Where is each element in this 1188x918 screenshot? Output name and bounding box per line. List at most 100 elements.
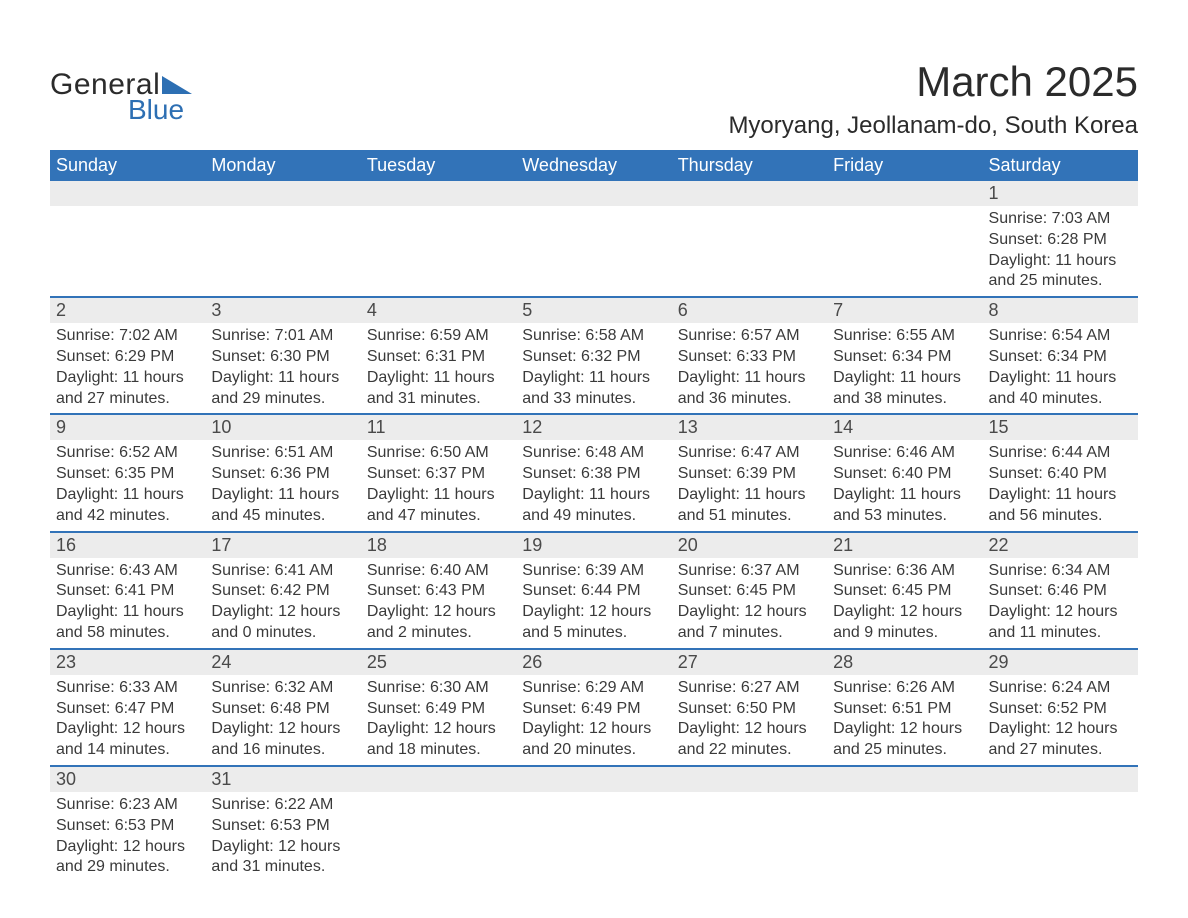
day-cell: Sunrise: 6:34 AMSunset: 6:46 PMDaylight:… bbox=[983, 558, 1138, 649]
sunrise-text: Sunrise: 6:58 AM bbox=[522, 326, 665, 347]
header: General Blue March 2025 Myoryang, Jeolla… bbox=[50, 58, 1138, 140]
day-number bbox=[672, 181, 827, 206]
sunrise-text: Sunrise: 7:03 AM bbox=[989, 209, 1132, 230]
daylight-text: Daylight: 11 hours bbox=[989, 251, 1132, 272]
daylight-text: Daylight: 12 hours bbox=[678, 719, 821, 740]
day-cell bbox=[983, 792, 1138, 882]
sunset-text: Sunset: 6:44 PM bbox=[522, 581, 665, 602]
sunset-text: Sunset: 6:29 PM bbox=[56, 347, 199, 368]
day-cell: Sunrise: 6:57 AMSunset: 6:33 PMDaylight:… bbox=[672, 323, 827, 414]
day-number: 11 bbox=[361, 414, 516, 440]
daynum-row: 9101112131415 bbox=[50, 414, 1138, 440]
day-cell: Sunrise: 7:03 AMSunset: 6:28 PMDaylight:… bbox=[983, 206, 1138, 297]
sunrise-text: Sunrise: 6:30 AM bbox=[367, 678, 510, 699]
daynum-row: 2345678 bbox=[50, 297, 1138, 323]
day-number: 25 bbox=[361, 649, 516, 675]
daylight-text: Daylight: 12 hours bbox=[833, 719, 976, 740]
sunset-text: Sunset: 6:40 PM bbox=[833, 464, 976, 485]
day-cell: Sunrise: 6:22 AMSunset: 6:53 PMDaylight:… bbox=[205, 792, 360, 882]
day-number bbox=[516, 766, 671, 792]
day-number: 18 bbox=[361, 532, 516, 558]
daylight-text: Daylight: 12 hours bbox=[989, 719, 1132, 740]
dayhead-wednesday: Wednesday bbox=[516, 150, 671, 181]
day-cell: Sunrise: 6:43 AMSunset: 6:41 PMDaylight:… bbox=[50, 558, 205, 649]
daylight-text: Daylight: 12 hours bbox=[678, 602, 821, 623]
day-number: 20 bbox=[672, 532, 827, 558]
sunset-text: Sunset: 6:53 PM bbox=[56, 816, 199, 837]
day-cell: Sunrise: 6:50 AMSunset: 6:37 PMDaylight:… bbox=[361, 440, 516, 531]
sunrise-text: Sunrise: 6:24 AM bbox=[989, 678, 1132, 699]
detail-row: Sunrise: 7:03 AMSunset: 6:28 PMDaylight:… bbox=[50, 206, 1138, 297]
daylight-text: and 14 minutes. bbox=[56, 740, 199, 761]
daylight-text: Daylight: 11 hours bbox=[367, 368, 510, 389]
sunset-text: Sunset: 6:31 PM bbox=[367, 347, 510, 368]
calendar-table: Sunday Monday Tuesday Wednesday Thursday… bbox=[50, 150, 1138, 882]
daynum-row: 1 bbox=[50, 181, 1138, 206]
sunrise-text: Sunrise: 6:59 AM bbox=[367, 326, 510, 347]
daylight-text: Daylight: 12 hours bbox=[211, 602, 354, 623]
sunset-text: Sunset: 6:49 PM bbox=[522, 699, 665, 720]
day-cell: Sunrise: 6:26 AMSunset: 6:51 PMDaylight:… bbox=[827, 675, 982, 766]
sunrise-text: Sunrise: 6:39 AM bbox=[522, 561, 665, 582]
daylight-text: and 31 minutes. bbox=[367, 389, 510, 410]
daylight-text: Daylight: 11 hours bbox=[367, 485, 510, 506]
daylight-text: and 45 minutes. bbox=[211, 506, 354, 527]
logo-text-blue: Blue bbox=[128, 94, 184, 126]
dayhead-saturday: Saturday bbox=[983, 150, 1138, 181]
day-number: 31 bbox=[205, 766, 360, 792]
day-number: 12 bbox=[516, 414, 671, 440]
day-number: 27 bbox=[672, 649, 827, 675]
day-cell: Sunrise: 6:24 AMSunset: 6:52 PMDaylight:… bbox=[983, 675, 1138, 766]
daylight-text: and 20 minutes. bbox=[522, 740, 665, 761]
sunset-text: Sunset: 6:46 PM bbox=[989, 581, 1132, 602]
detail-row: Sunrise: 7:02 AMSunset: 6:29 PM Daylight:… bbox=[50, 323, 1138, 414]
daylight-text: and 27 minutes. bbox=[989, 740, 1132, 761]
daylight-text: and 40 minutes. bbox=[989, 389, 1132, 410]
sunrise-text: Sunrise: 6:36 AM bbox=[833, 561, 976, 582]
sunset-text: Sunset: 6:35 PM bbox=[56, 464, 199, 485]
daylight-text: and 49 minutes. bbox=[522, 506, 665, 527]
sunset-text: Sunset: 6:45 PM bbox=[833, 581, 976, 602]
sunrise-text: Sunrise: 6:54 AM bbox=[989, 326, 1132, 347]
detail-row: Sunrise: 6:23 AMSunset: 6:53 PMDaylight:… bbox=[50, 792, 1138, 882]
sunset-text: Sunset: 6:39 PM bbox=[678, 464, 821, 485]
sunset-text: Sunset: 6:52 PM bbox=[989, 699, 1132, 720]
daylight-text: and 27 minutes. bbox=[56, 389, 199, 410]
daylight-text: and 31 minutes. bbox=[211, 857, 354, 878]
sunrise-text: Sunrise: 6:46 AM bbox=[833, 443, 976, 464]
sunrise-text: Sunrise: 6:50 AM bbox=[367, 443, 510, 464]
daylight-text: and 53 minutes. bbox=[833, 506, 976, 527]
daylight-text: and 0 minutes. bbox=[211, 623, 354, 644]
daylight-text: Daylight: 12 hours bbox=[56, 837, 199, 858]
daylight-text: and 25 minutes. bbox=[989, 271, 1132, 292]
day-cell: Sunrise: 6:41 AMSunset: 6:42 PMDaylight:… bbox=[205, 558, 360, 649]
sunset-text: Sunset: 6:40 PM bbox=[989, 464, 1132, 485]
sunrise-text: Sunrise: 6:57 AM bbox=[678, 326, 821, 347]
detail-row: Sunrise: 6:43 AMSunset: 6:41 PMDaylight:… bbox=[50, 558, 1138, 649]
detail-row: Sunrise: 6:52 AMSunset: 6:35 PMDaylight:… bbox=[50, 440, 1138, 531]
day-number: 10 bbox=[205, 414, 360, 440]
detail-row: Sunrise: 6:33 AMSunset: 6:47 PMDaylight:… bbox=[50, 675, 1138, 766]
day-cell: Sunrise: 6:44 AMSunset: 6:40 PMDaylight:… bbox=[983, 440, 1138, 531]
day-number bbox=[827, 766, 982, 792]
day-cell: Sunrise: 6:46 AMSunset: 6:40 PMDaylight:… bbox=[827, 440, 982, 531]
day-cell bbox=[516, 792, 671, 882]
day-number: 1 bbox=[983, 181, 1138, 206]
day-header-row: Sunday Monday Tuesday Wednesday Thursday… bbox=[50, 150, 1138, 181]
sunset-text: Sunset: 6:30 PM bbox=[211, 347, 354, 368]
day-number: 29 bbox=[983, 649, 1138, 675]
daylight-text: and 16 minutes. bbox=[211, 740, 354, 761]
daylight-text: and 7 minutes. bbox=[678, 623, 821, 644]
daylight-text: Daylight: 12 hours bbox=[833, 602, 976, 623]
sunrise-text: Sunrise: 7:02 AM bbox=[56, 326, 199, 347]
sunrise-text: Sunrise: 6:48 AM bbox=[522, 443, 665, 464]
daylight-text: and 2 minutes. bbox=[367, 623, 510, 644]
sunrise-text: Sunrise: 6:26 AM bbox=[833, 678, 976, 699]
day-number: 4 bbox=[361, 297, 516, 323]
day-cell: Sunrise: 6:48 AMSunset: 6:38 PMDaylight:… bbox=[516, 440, 671, 531]
daylight-text: and 33 minutes. bbox=[522, 389, 665, 410]
day-number: 13 bbox=[672, 414, 827, 440]
day-number: 17 bbox=[205, 532, 360, 558]
daylight-text: Daylight: 11 hours bbox=[833, 485, 976, 506]
day-cell: Sunrise: 6:52 AMSunset: 6:35 PMDaylight:… bbox=[50, 440, 205, 531]
